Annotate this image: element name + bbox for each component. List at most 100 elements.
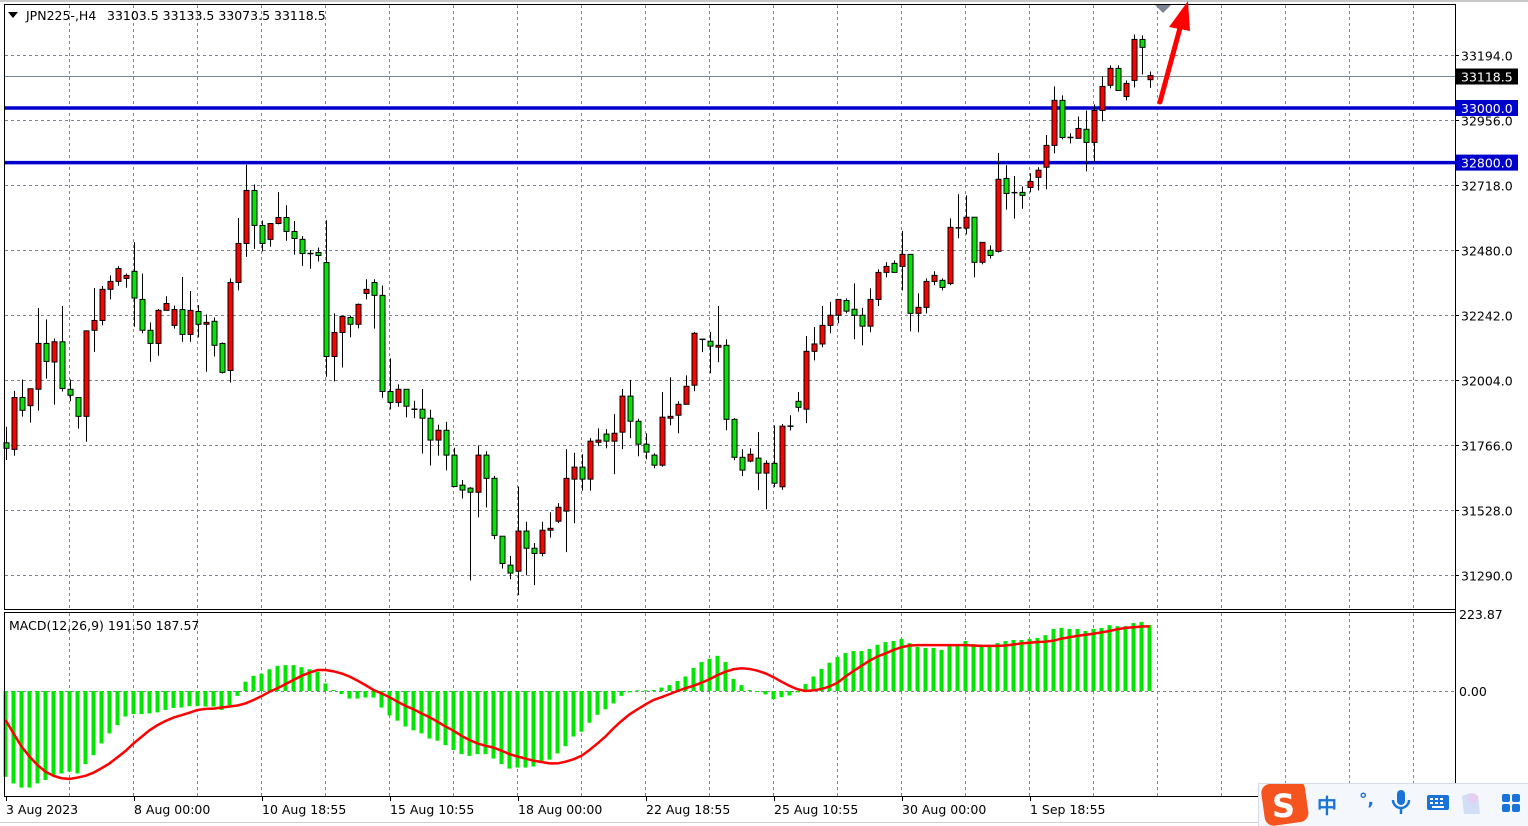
- candle-body: [83, 330, 90, 417]
- macd-histogram-bar: [459, 691, 464, 755]
- candle: [235, 218, 242, 291]
- macd-histogram-bar: [555, 691, 560, 754]
- macd-histogram-bar: [539, 691, 544, 762]
- macd-histogram-bar: [971, 644, 976, 691]
- macd-histogram-bar: [931, 647, 936, 691]
- sogou-logo-icon[interactable]: S: [1260, 784, 1309, 826]
- macd-histogram-bar: [827, 662, 832, 691]
- macd-histogram-bar: [283, 665, 288, 691]
- macd-histogram-bar: [371, 691, 376, 698]
- ime-punctuation-button[interactable]: °,: [1359, 790, 1374, 810]
- candle-body: [827, 314, 834, 326]
- candle: [859, 307, 866, 346]
- candle: [291, 221, 298, 255]
- candle-body: [1123, 82, 1130, 98]
- candle: [219, 342, 226, 374]
- toolbox-grid-icon[interactable]: [1502, 794, 1520, 812]
- macd-histogram-bar: [275, 665, 280, 691]
- candle-body: [195, 310, 202, 325]
- macd-histogram-bar: [1043, 635, 1048, 691]
- macd-histogram-bar: [315, 671, 320, 691]
- macd-histogram-bar: [803, 684, 808, 691]
- chart-shift-marker-icon[interactable]: [1155, 5, 1171, 13]
- candle: [499, 535, 506, 569]
- macd-title: MACD(12,26,9) 191.50 187.57: [9, 618, 199, 633]
- macd-histogram-bar: [763, 691, 768, 695]
- macd-histogram-bar: [643, 690, 648, 692]
- candle: [675, 401, 682, 434]
- macd-histogram-bar: [859, 651, 864, 691]
- macd-histogram-bar: [819, 668, 824, 691]
- candle-body: [363, 288, 370, 294]
- candle: [971, 216, 978, 278]
- candle-body: [987, 249, 994, 256]
- candle: [803, 336, 810, 424]
- macd-histogram-bar: [219, 691, 224, 710]
- candle: [339, 315, 346, 368]
- candle-body: [51, 341, 58, 363]
- candle-body: [1043, 144, 1050, 168]
- candle-body: [755, 457, 762, 474]
- candle: [843, 298, 850, 314]
- candle: [427, 409, 434, 466]
- candle-body: [555, 506, 562, 522]
- candle-body: [155, 309, 162, 344]
- macd-histogram-bar: [235, 691, 240, 696]
- candle: [459, 479, 466, 499]
- macd-histogram-bar: [1019, 639, 1024, 691]
- candle-body: [539, 529, 546, 554]
- macd-histogram-bar: [179, 691, 184, 708]
- microphone-icon[interactable]: [1391, 790, 1411, 814]
- level-price-box: [1456, 154, 1518, 171]
- time-label: 8 Aug 00:00: [134, 802, 210, 817]
- candle: [1083, 110, 1090, 172]
- candle-body: [771, 462, 778, 484]
- candle: [659, 392, 666, 467]
- candle: [867, 288, 874, 333]
- price-axis[interactable]: 33194.0 32956.0 32718.0 32480.0 32242.0 32004…: [1455, 49, 1518, 803]
- macd-histogram-bar: [571, 691, 576, 737]
- candle: [163, 296, 170, 311]
- candle: [619, 389, 626, 450]
- candle-body: [675, 403, 682, 416]
- macd-histogram-bar: [499, 691, 504, 765]
- macd-histogram-bar: [787, 691, 792, 696]
- candle-body: [299, 238, 306, 255]
- price-label: 32718.0: [1461, 179, 1513, 194]
- candle: [707, 331, 714, 374]
- collapse-triangle-icon[interactable]: [8, 12, 18, 18]
- candle: [1011, 175, 1018, 219]
- macd-histogram-bar: [395, 691, 400, 721]
- keyboard-icon[interactable]: [1427, 795, 1449, 810]
- macd-histogram-bar: [1083, 631, 1088, 691]
- candle-body: [979, 241, 986, 263]
- candle: [443, 421, 450, 471]
- macd-signal-line: [4, 625, 1150, 781]
- candle-body: [1051, 99, 1058, 146]
- horizontal-lines[interactable]: [5, 76, 1455, 165]
- ime-toolbar[interactable]: S 中 °,: [1258, 783, 1528, 826]
- candle-body: [1035, 169, 1042, 178]
- macd-histogram-bar: [187, 691, 192, 707]
- skin-shirt-icon[interactable]: [1462, 793, 1480, 814]
- macd-histogram-bar: [1027, 638, 1032, 691]
- candle-body: [419, 408, 426, 419]
- price-label: 31528.0: [1461, 504, 1513, 519]
- candle: [51, 338, 58, 405]
- ime-chinese-mode-button[interactable]: 中: [1317, 794, 1337, 818]
- candle-body: [523, 530, 530, 549]
- candle-body: [635, 420, 642, 445]
- candle-body: [435, 429, 442, 441]
- candle: [67, 379, 74, 402]
- macd-histogram-bar: [731, 678, 736, 691]
- macd-histogram-bar: [347, 691, 352, 699]
- candle-body: [835, 298, 842, 316]
- macd-histogram-bar: [243, 681, 248, 691]
- time-axis[interactable]: 3 Aug 2023 8 Aug 00:00 10 Aug 18:55 15 Aug …: [6, 796, 1105, 817]
- candle: [899, 230, 906, 291]
- candle-body: [171, 309, 178, 326]
- candle-body: [19, 396, 26, 411]
- candle: [243, 164, 250, 257]
- macd-indicator: [3, 622, 1455, 788]
